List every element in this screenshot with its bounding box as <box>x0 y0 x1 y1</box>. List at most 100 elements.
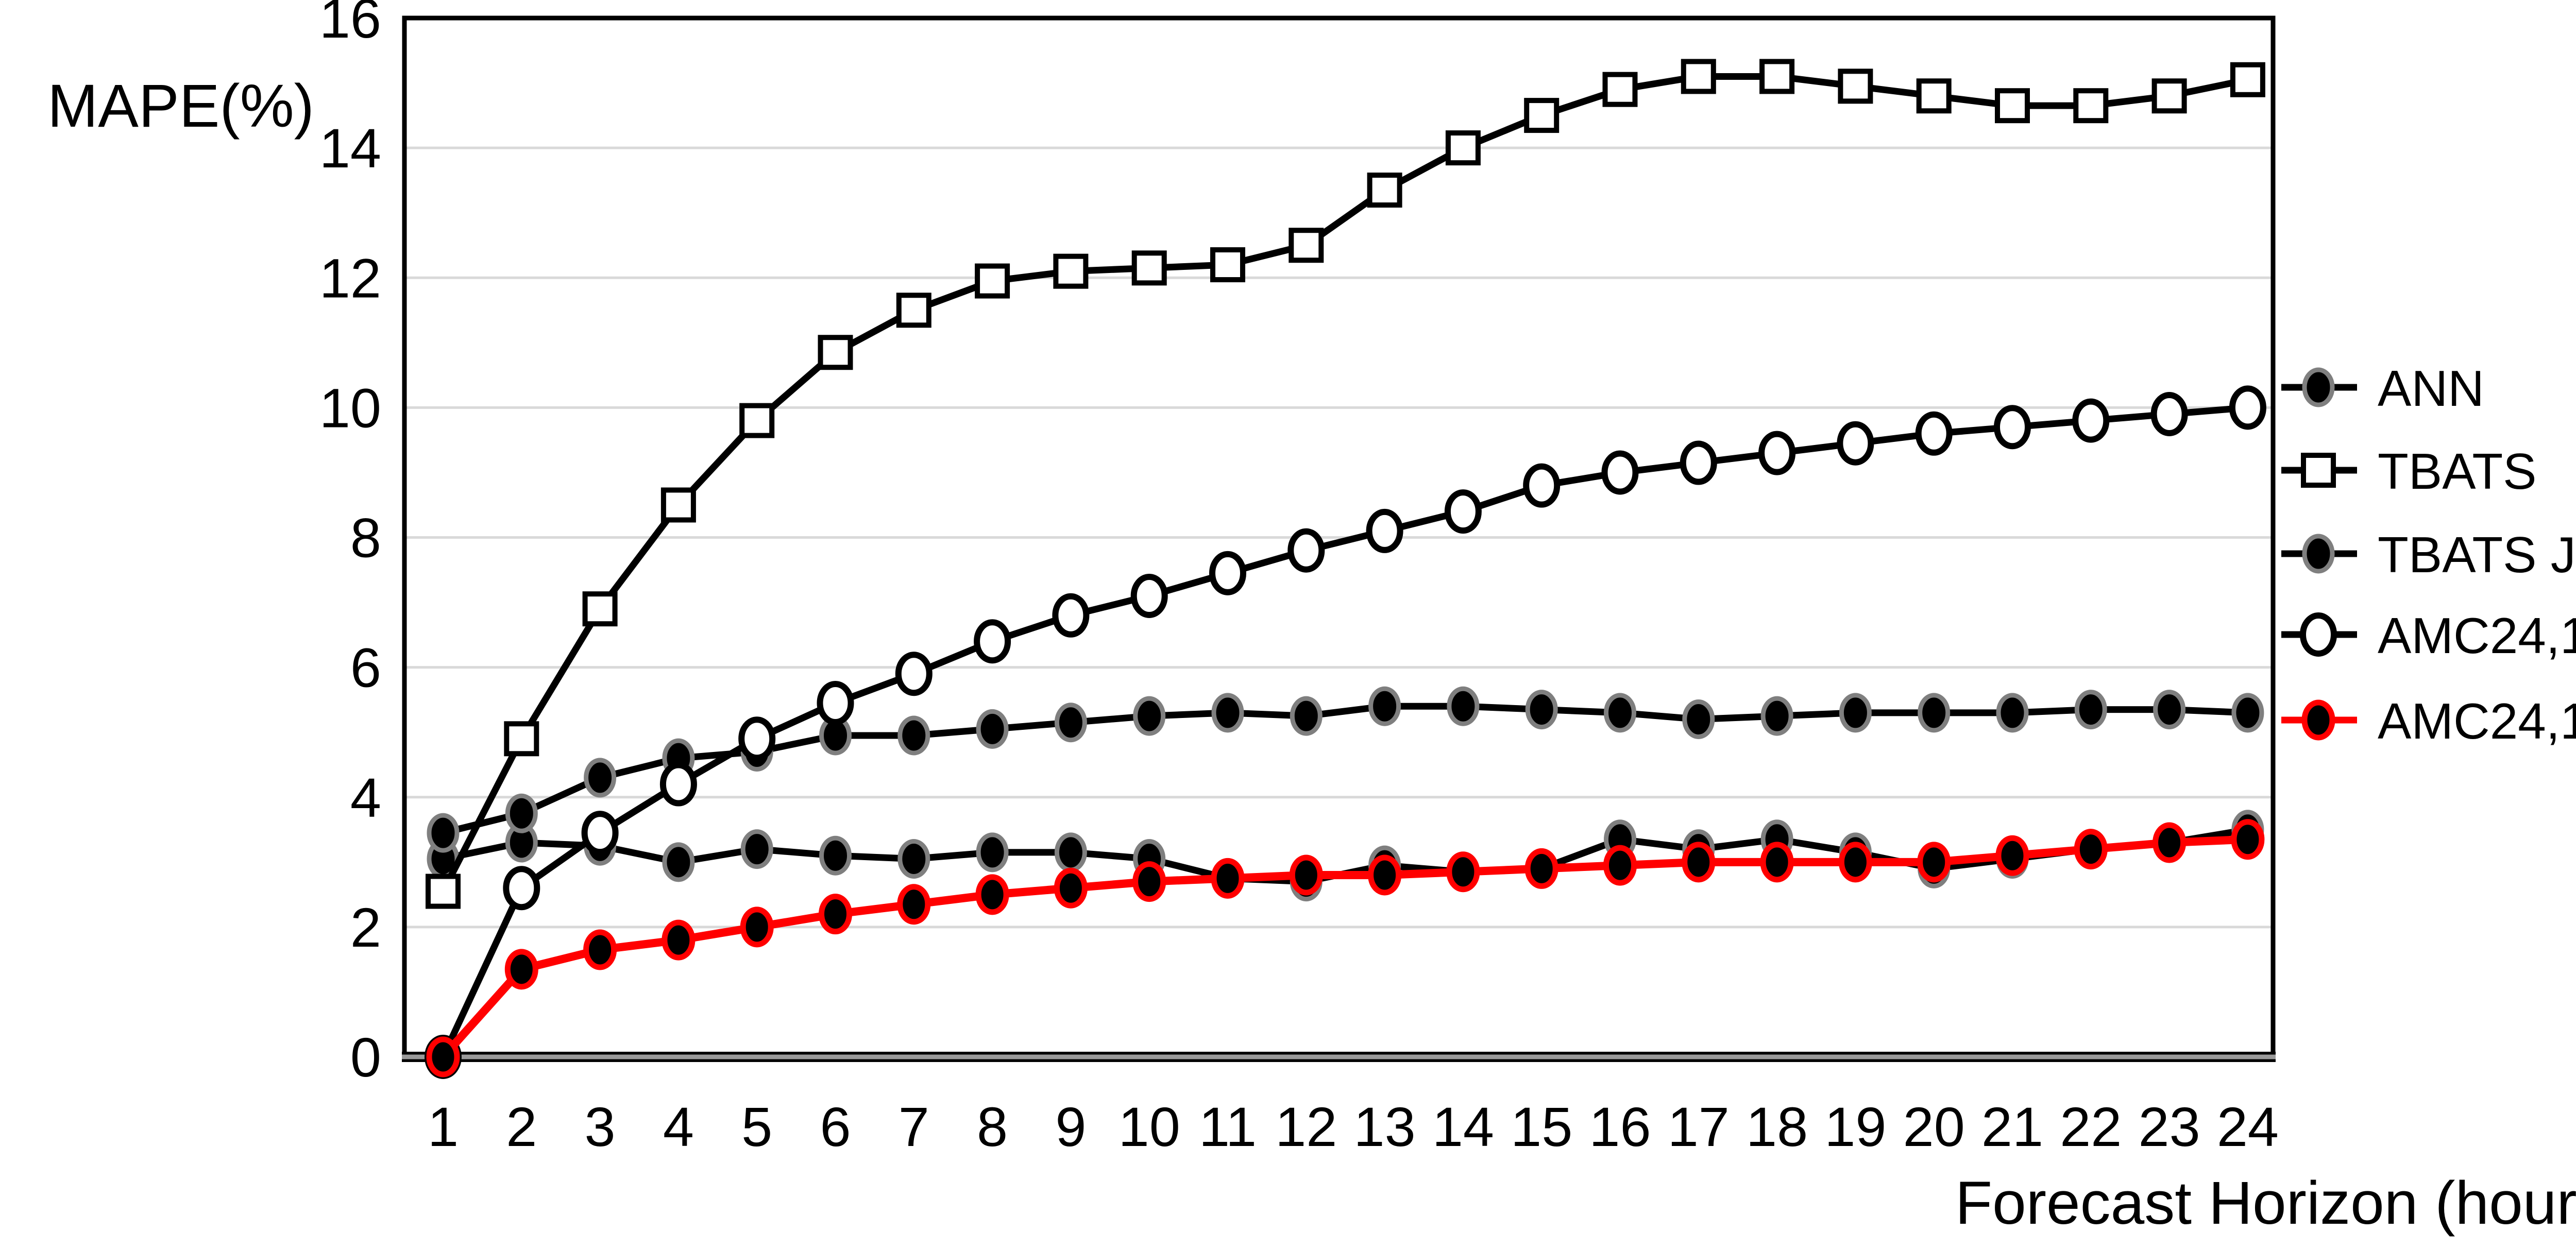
series-AMC24,168-point-h24 <box>2229 385 2266 430</box>
x-tick-label-15: 15 <box>1511 1096 1572 1158</box>
series-TBATS JASA-point-h21 <box>1996 693 2029 733</box>
x-tick-label-21: 21 <box>1981 1096 2043 1158</box>
x-tick-label-1: 1 <box>428 1096 459 1158</box>
series-AMC24,168,DIMS-point-h21 <box>1995 835 2029 876</box>
series-AMC24,168,DIMS-point-h8 <box>975 874 1009 915</box>
series-TBATS JASA-point-h10 <box>1133 696 1166 736</box>
legend-label-TBATS JASA: TBATS JASA <box>2378 526 2576 583</box>
series-TBATS JASA-point-h20 <box>1918 693 1951 733</box>
series-TBATS-point-h16 <box>1602 72 1638 107</box>
series-AMC24,168,DIMS-point-h20 <box>1917 842 1951 883</box>
series-AMC24,168,DIMS-point-h24 <box>2231 819 2265 860</box>
y-tick-label-0: 0 <box>350 1026 381 1088</box>
series-TBATS-point-h23 <box>2151 78 2187 114</box>
series-TBATS JASA-point-h9 <box>1054 703 1087 743</box>
x-tick-label-3: 3 <box>585 1096 616 1158</box>
series-AMC24,168,DIMS-point-h9 <box>1054 867 1088 909</box>
series-AMC24,168-point-h20 <box>1915 411 1953 456</box>
series-AMC24,168-point-h2 <box>503 866 540 911</box>
y-tick-label-14: 14 <box>319 117 381 179</box>
series-TBATS-point-h21 <box>1995 88 2030 124</box>
series-AMC24,168-point-h15 <box>1523 463 1561 508</box>
series-ANN-point-h7 <box>897 839 930 879</box>
series-AMC24,168-point-h5 <box>738 716 776 761</box>
x-tick-label-13: 13 <box>1354 1096 1416 1158</box>
x-tick-label-18: 18 <box>1746 1096 1808 1158</box>
series-TBATS-point-h5 <box>739 403 775 438</box>
legend-marker-TBATS <box>2301 453 2336 488</box>
series-TBATS-point-h1 <box>426 874 461 909</box>
series-AMC24,168-point-h10 <box>1130 573 1168 618</box>
series-AMC24,168-point-h12 <box>1287 528 1325 573</box>
legend-label-ANN: ANN <box>2378 360 2484 417</box>
series-AMC24,168,DIMS-point-h14 <box>1446 851 1480 893</box>
x-tick-label-10: 10 <box>1118 1096 1180 1158</box>
y-tick-label-12: 12 <box>319 247 381 309</box>
legend-marker-AMC24,168,DIMS <box>2301 699 2335 741</box>
series-TBATS-point-h12 <box>1289 228 1324 263</box>
series-AMC24,168-point-h7 <box>895 652 933 696</box>
series-TBATS-point-h19 <box>1838 69 1873 104</box>
series-TBATS JASA-point-h18 <box>1760 696 1793 736</box>
y-tick-label-16: 16 <box>319 0 381 49</box>
series-TBATS JASA-point-h15 <box>1525 690 1558 730</box>
series-AMC24,168,DIMS-point-h11 <box>1211 858 1245 899</box>
series-TBATS-point-h18 <box>1759 59 1795 94</box>
series-AMC24,168-point-h13 <box>1366 508 1403 553</box>
series-TBATS-point-h20 <box>1916 78 1952 114</box>
series-ANN-point-h6 <box>819 835 852 876</box>
series-AMC24,168,DIMS-point-h23 <box>2153 822 2187 863</box>
series-TBATS-point-h13 <box>1367 173 1402 208</box>
series-AMC24,168,DIMS-point-h15 <box>1524 848 1558 889</box>
x-tick-label-12: 12 <box>1275 1096 1337 1158</box>
series-ANN-point-h5 <box>740 829 773 869</box>
series-TBATS JASA-point-h22 <box>2074 690 2107 730</box>
series-AMC24,168-point-h9 <box>1052 593 1090 638</box>
series-TBATS-point-h10 <box>1131 250 1167 286</box>
series-AMC24,168,DIMS-point-h7 <box>897 884 931 925</box>
x-tick-label-9: 9 <box>1055 1096 1086 1158</box>
series-ANN-point-h8 <box>976 832 1009 872</box>
series-TBATS-point-h9 <box>1053 253 1089 289</box>
x-axis-title: Forecast Horizon (hours) <box>1955 1169 2576 1237</box>
series-TBATS JASA-point-h12 <box>1290 696 1323 736</box>
legend-label-AMC24,168: AMC24,168 <box>2378 607 2576 664</box>
y-tick-label-10: 10 <box>319 377 381 439</box>
x-tick-label-20: 20 <box>1903 1096 1965 1158</box>
series-AMC24,168,DIMS-point-h5 <box>740 906 774 948</box>
x-tick-label-5: 5 <box>741 1096 772 1158</box>
series-AMC24,168,DIMS-point-h6 <box>819 894 852 935</box>
series-line-TBATS JASA <box>442 703 2248 836</box>
series-AMC24,168,DIMS-point-h22 <box>2074 829 2108 870</box>
series-TBATS-point-h6 <box>818 335 853 370</box>
series-AMC24,168,DIMS-point-h12 <box>1289 854 1323 896</box>
y-tick-label-8: 8 <box>350 507 381 569</box>
series-ANN-point-h4 <box>662 842 695 882</box>
series-TBATS JASA-point-h2 <box>505 793 538 833</box>
legend-marker-TBATS JASA <box>2302 534 2335 574</box>
series-TBATS JASA-point-h1 <box>427 813 460 853</box>
series-TBATS-point-h11 <box>1210 247 1245 283</box>
series-TBATS JASA-point-h24 <box>2231 693 2264 733</box>
legend-label-AMC24,168,DIMS: AMC24,168,DIMS <box>2378 693 2576 749</box>
series-AMC24,168-point-h19 <box>1837 421 1874 466</box>
y-tick-label-4: 4 <box>350 766 381 829</box>
series-AMC24,168,DIMS-point-h4 <box>662 919 696 961</box>
x-tick-label-24: 24 <box>2217 1096 2279 1158</box>
series-TBATS JASA-point-h23 <box>2153 690 2186 730</box>
series-TBATS-point-h15 <box>1524 98 1560 133</box>
series-TBATS-point-h14 <box>1445 130 1481 166</box>
series-AMC24,168-point-h22 <box>2072 398 2110 443</box>
series-AMC24,168-point-h17 <box>1680 440 1717 485</box>
series-TBATS JASA-point-h7 <box>897 715 930 756</box>
series-TBATS-point-h17 <box>1681 59 1716 94</box>
x-tick-label-8: 8 <box>977 1096 1008 1158</box>
series-TBATS-point-h3 <box>582 591 618 627</box>
x-tick-label-19: 19 <box>1824 1096 1886 1158</box>
x-tick-label-7: 7 <box>899 1096 929 1158</box>
plot-frame <box>402 15 2276 1057</box>
series-TBATS-point-h2 <box>504 721 539 757</box>
x-tick-label-22: 22 <box>2060 1096 2122 1158</box>
